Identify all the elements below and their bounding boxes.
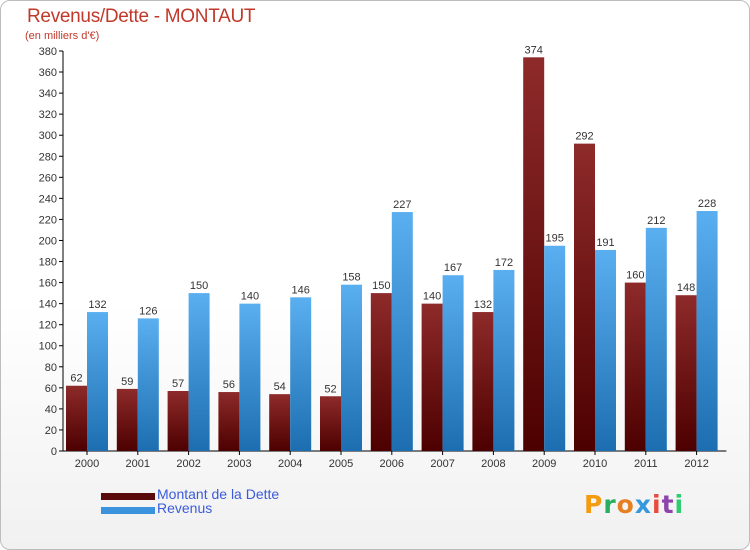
y-tick-label: 80 xyxy=(45,362,57,374)
data-label-revenus: 158 xyxy=(342,272,360,284)
bar-revenus xyxy=(87,312,108,451)
bar-dette xyxy=(624,282,646,451)
data-label-revenus: 228 xyxy=(698,198,716,210)
bar-revenus xyxy=(137,318,159,451)
bar-dette xyxy=(574,143,595,451)
legend-swatch-dette xyxy=(101,493,155,500)
data-label-dette: 54 xyxy=(274,381,286,393)
y-tick-label: 260 xyxy=(39,172,57,184)
data-label-dette: 62 xyxy=(70,373,82,385)
y-tick-label: 340 xyxy=(39,88,57,100)
bar-revenus xyxy=(595,249,616,451)
y-tick-label: 40 xyxy=(45,404,57,416)
x-tick-label: 2003 xyxy=(227,458,251,470)
data-label-dette: 140 xyxy=(423,291,441,303)
y-tick-label: 300 xyxy=(39,130,57,142)
data-label-dette: 52 xyxy=(324,383,336,395)
x-tick-label: 2002 xyxy=(176,458,200,470)
data-label-dette: 57 xyxy=(172,378,184,390)
data-label-revenus: 146 xyxy=(292,284,310,296)
chart-title: Revenus/Dette - MONTAUT xyxy=(27,6,256,27)
data-label-revenus: 167 xyxy=(444,262,462,274)
data-label-revenus: 172 xyxy=(495,257,513,269)
x-tick-label: 2010 xyxy=(583,458,607,470)
y-tick-label: 180 xyxy=(39,257,57,269)
y-tick-label: 0 xyxy=(51,446,57,458)
data-label-revenus: 195 xyxy=(546,233,564,245)
chart-subtitle: (en milliers d'€) xyxy=(25,30,100,42)
data-label-dette: 59 xyxy=(121,376,133,388)
bar-dette xyxy=(167,391,189,451)
x-tick-label: 2001 xyxy=(126,458,150,470)
bar-dette xyxy=(675,295,697,451)
y-tick-label: 320 xyxy=(39,109,57,121)
bar-revenus xyxy=(188,293,210,451)
data-label-dette: 56 xyxy=(223,379,235,391)
data-label-dette: 150 xyxy=(372,280,390,292)
y-tick-label: 100 xyxy=(39,341,57,353)
bar-dette xyxy=(523,57,545,451)
bar-dette xyxy=(421,303,443,451)
chart-bars xyxy=(66,57,718,451)
chart-labels: 62 132 59 126 57 150 56 140 54 146 52 158 150 227 140 1… xyxy=(70,44,716,395)
y-tick-label: 120 xyxy=(39,320,57,332)
y-tick-label: 360 xyxy=(39,67,57,79)
bar-dette xyxy=(269,394,291,451)
x-tick-label: 2004 xyxy=(278,458,302,470)
bar-dette xyxy=(218,392,240,451)
bar-revenus xyxy=(696,211,718,451)
x-tick-label: 2007 xyxy=(430,458,454,470)
y-tick-label: 280 xyxy=(39,151,57,163)
legend-label-dette: Montant de la Dette xyxy=(157,486,280,502)
legend-swatch-revenus xyxy=(101,507,155,514)
proxiti-logo: Proxiti xyxy=(584,490,685,519)
data-label-dette: 132 xyxy=(474,299,492,311)
y-tick-label: 380 xyxy=(39,46,57,58)
bar-revenus xyxy=(544,245,566,451)
bar-dette xyxy=(320,396,341,451)
y-tick-label: 240 xyxy=(39,193,57,205)
x-tick-label: 2000 xyxy=(75,458,99,470)
bar-revenus xyxy=(493,269,515,451)
bar-dette xyxy=(116,388,138,451)
bar-revenus xyxy=(239,303,261,451)
bar-revenus xyxy=(341,284,362,451)
y-tick-label: 20 xyxy=(45,425,57,437)
x-tick-label: 2011 xyxy=(634,458,658,470)
y-tick-label: 160 xyxy=(39,278,57,290)
data-label-revenus: 132 xyxy=(88,299,106,311)
bar-dette xyxy=(370,293,392,451)
data-label-revenus: 150 xyxy=(190,280,208,292)
y-tick-label: 200 xyxy=(39,235,57,247)
x-tick-label: 2005 xyxy=(329,458,353,470)
data-label-revenus: 126 xyxy=(139,305,157,317)
data-label-dette: 148 xyxy=(677,282,695,294)
bar-revenus xyxy=(645,227,667,451)
x-tick-label: 2006 xyxy=(380,458,404,470)
data-label-revenus: 140 xyxy=(241,291,259,303)
bar-revenus xyxy=(391,212,413,451)
y-tick-label: 140 xyxy=(39,299,57,311)
y-tick-label: 220 xyxy=(39,214,57,226)
data-label-dette: 292 xyxy=(575,131,593,143)
data-label-revenus: 212 xyxy=(647,215,665,227)
x-tick-label: 2009 xyxy=(532,458,556,470)
y-tick-label: 60 xyxy=(45,383,57,395)
data-label-revenus: 191 xyxy=(596,237,614,249)
x-tick-label: 2012 xyxy=(684,458,708,470)
legend-label-revenus: Revenus xyxy=(157,500,213,516)
data-label-revenus: 227 xyxy=(393,199,411,211)
data-label-dette: 374 xyxy=(525,44,543,56)
bar-revenus xyxy=(290,297,312,451)
data-label-dette: 160 xyxy=(626,270,644,282)
bar-dette xyxy=(66,385,87,451)
bar-revenus xyxy=(442,275,464,451)
bar-dette xyxy=(472,312,494,451)
x-tick-label: 2008 xyxy=(481,458,505,470)
